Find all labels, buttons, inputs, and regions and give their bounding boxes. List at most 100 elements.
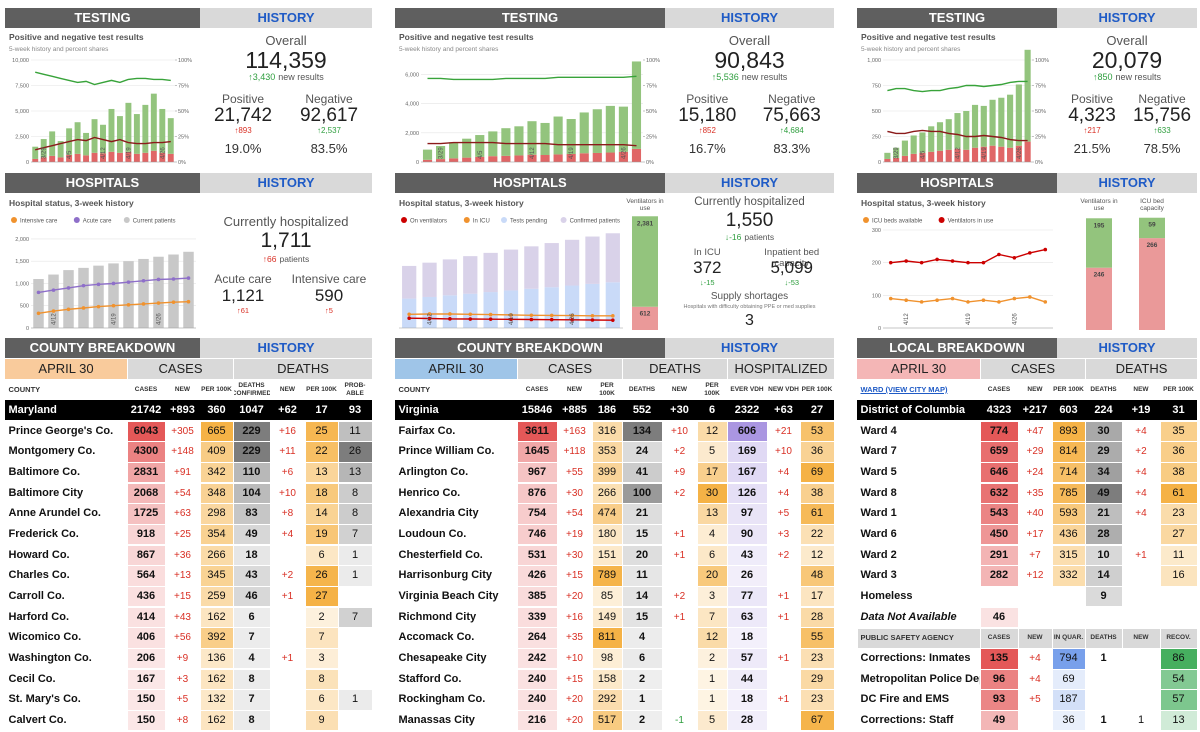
y-tick-label: 7,500	[15, 84, 29, 90]
history-link[interactable]: HISTORY	[665, 8, 834, 28]
point	[111, 303, 116, 308]
row-label: Montgomery Co.	[8, 445, 96, 458]
cell: 7	[338, 607, 372, 628]
row-label: Howard Co.	[8, 548, 70, 561]
cell: 242	[517, 648, 557, 669]
stack-segment	[1086, 267, 1112, 330]
cell: 316	[592, 421, 622, 442]
history-link[interactable]: HISTORY	[665, 338, 834, 358]
y2-tick-label: 25%	[646, 135, 657, 141]
y-tick-label: 100	[872, 293, 881, 299]
cell: 1	[338, 690, 372, 710]
point	[448, 312, 452, 316]
cell: +4	[1135, 425, 1147, 437]
bar	[893, 147, 900, 158]
cell: 162	[200, 710, 233, 731]
cell: 406	[127, 628, 165, 648]
stack-segment	[632, 306, 658, 330]
point	[171, 300, 176, 304]
cell: +148	[171, 446, 194, 458]
stat-change: ↑61	[236, 306, 250, 315]
cell: +11	[279, 446, 296, 458]
chart: Hospital status, 3-week history Intensive…	[9, 198, 196, 332]
cell: 21	[622, 504, 662, 524]
bar	[402, 265, 417, 299]
bar	[910, 135, 917, 154]
cell: 27	[305, 586, 338, 607]
row-label: Homeless	[860, 589, 913, 602]
history-link[interactable]: HISTORY	[1057, 338, 1197, 358]
overall-value: 90,843	[714, 47, 785, 73]
history-link[interactable]: HISTORY	[1057, 8, 1197, 28]
cell: 186	[597, 403, 617, 416]
bar	[74, 153, 81, 162]
cell: 162	[200, 669, 233, 690]
cell: 348	[200, 483, 233, 504]
negative-change: ↑633	[1153, 126, 1171, 135]
cell: 893	[1052, 421, 1085, 442]
row-label: Fairfax Co.	[398, 424, 456, 437]
cell: 2831	[127, 462, 165, 483]
cell: 85	[592, 586, 622, 607]
point	[156, 301, 161, 305]
cell: +893	[170, 403, 195, 416]
cell: +1	[777, 694, 790, 706]
row-label: Ward 4	[860, 424, 897, 437]
cell: 41	[622, 462, 662, 483]
column-header: NEW VDH	[768, 385, 799, 393]
row-label: Ward 6	[860, 527, 897, 540]
chart: Hospital status, 3-week history ICU beds …	[861, 198, 1053, 332]
history-link[interactable]: HISTORY	[200, 173, 372, 193]
bar	[66, 154, 73, 162]
history-link[interactable]: HISTORY	[1057, 173, 1197, 193]
history-link[interactable]: HISTORY	[200, 8, 372, 28]
history-link[interactable]: HISTORY	[665, 173, 834, 193]
cell: 754	[517, 504, 557, 524]
cell: 167	[127, 669, 165, 690]
cell: 659	[980, 442, 1018, 462]
row-label: Chesapeake City	[398, 651, 487, 664]
line	[35, 71, 171, 86]
bar	[475, 135, 485, 157]
cell: 9	[1085, 586, 1122, 607]
cell: 12	[697, 628, 727, 648]
point	[407, 316, 411, 320]
cell: 339	[517, 607, 557, 628]
cell: +25	[174, 528, 191, 540]
cell: +1	[777, 652, 790, 664]
cell: 61	[1160, 483, 1197, 504]
bar	[83, 132, 90, 156]
bar	[514, 155, 524, 162]
point	[1012, 255, 1017, 260]
row-label: Henrico Co.	[398, 486, 461, 499]
bar	[592, 152, 602, 162]
point	[966, 300, 970, 304]
legend-swatch	[863, 217, 869, 223]
cell: 43	[727, 545, 767, 566]
history-link[interactable]: HISTORY	[200, 338, 372, 358]
y-tick-label: 750	[872, 84, 881, 90]
cell: 19	[305, 524, 338, 545]
legend-label: Tests pending	[510, 219, 547, 225]
cell: 2	[622, 669, 662, 690]
overall-value: 20,079	[1091, 47, 1163, 73]
point	[590, 313, 595, 318]
cell: 216	[517, 710, 557, 731]
cell: +1	[281, 652, 294, 664]
cell: 7	[233, 690, 270, 710]
chart-title: Hospital status, 3-week history	[9, 198, 134, 208]
cell: 3611	[517, 421, 557, 442]
column-header: NEW	[1133, 385, 1149, 393]
cell: 13	[305, 462, 338, 483]
bar	[138, 258, 149, 328]
section-title: TESTING	[5, 8, 200, 28]
bar	[592, 109, 602, 153]
map-link[interactable]: WARD (VIEW CITY MAP)	[860, 384, 948, 394]
bar	[1007, 94, 1014, 148]
bar	[78, 267, 89, 328]
point	[36, 311, 41, 316]
cell: +10	[775, 446, 792, 458]
cell: 2	[305, 607, 338, 628]
row-label: Anne Arundel Co.	[8, 507, 101, 520]
current-label: Currently hospitalized	[223, 214, 349, 229]
